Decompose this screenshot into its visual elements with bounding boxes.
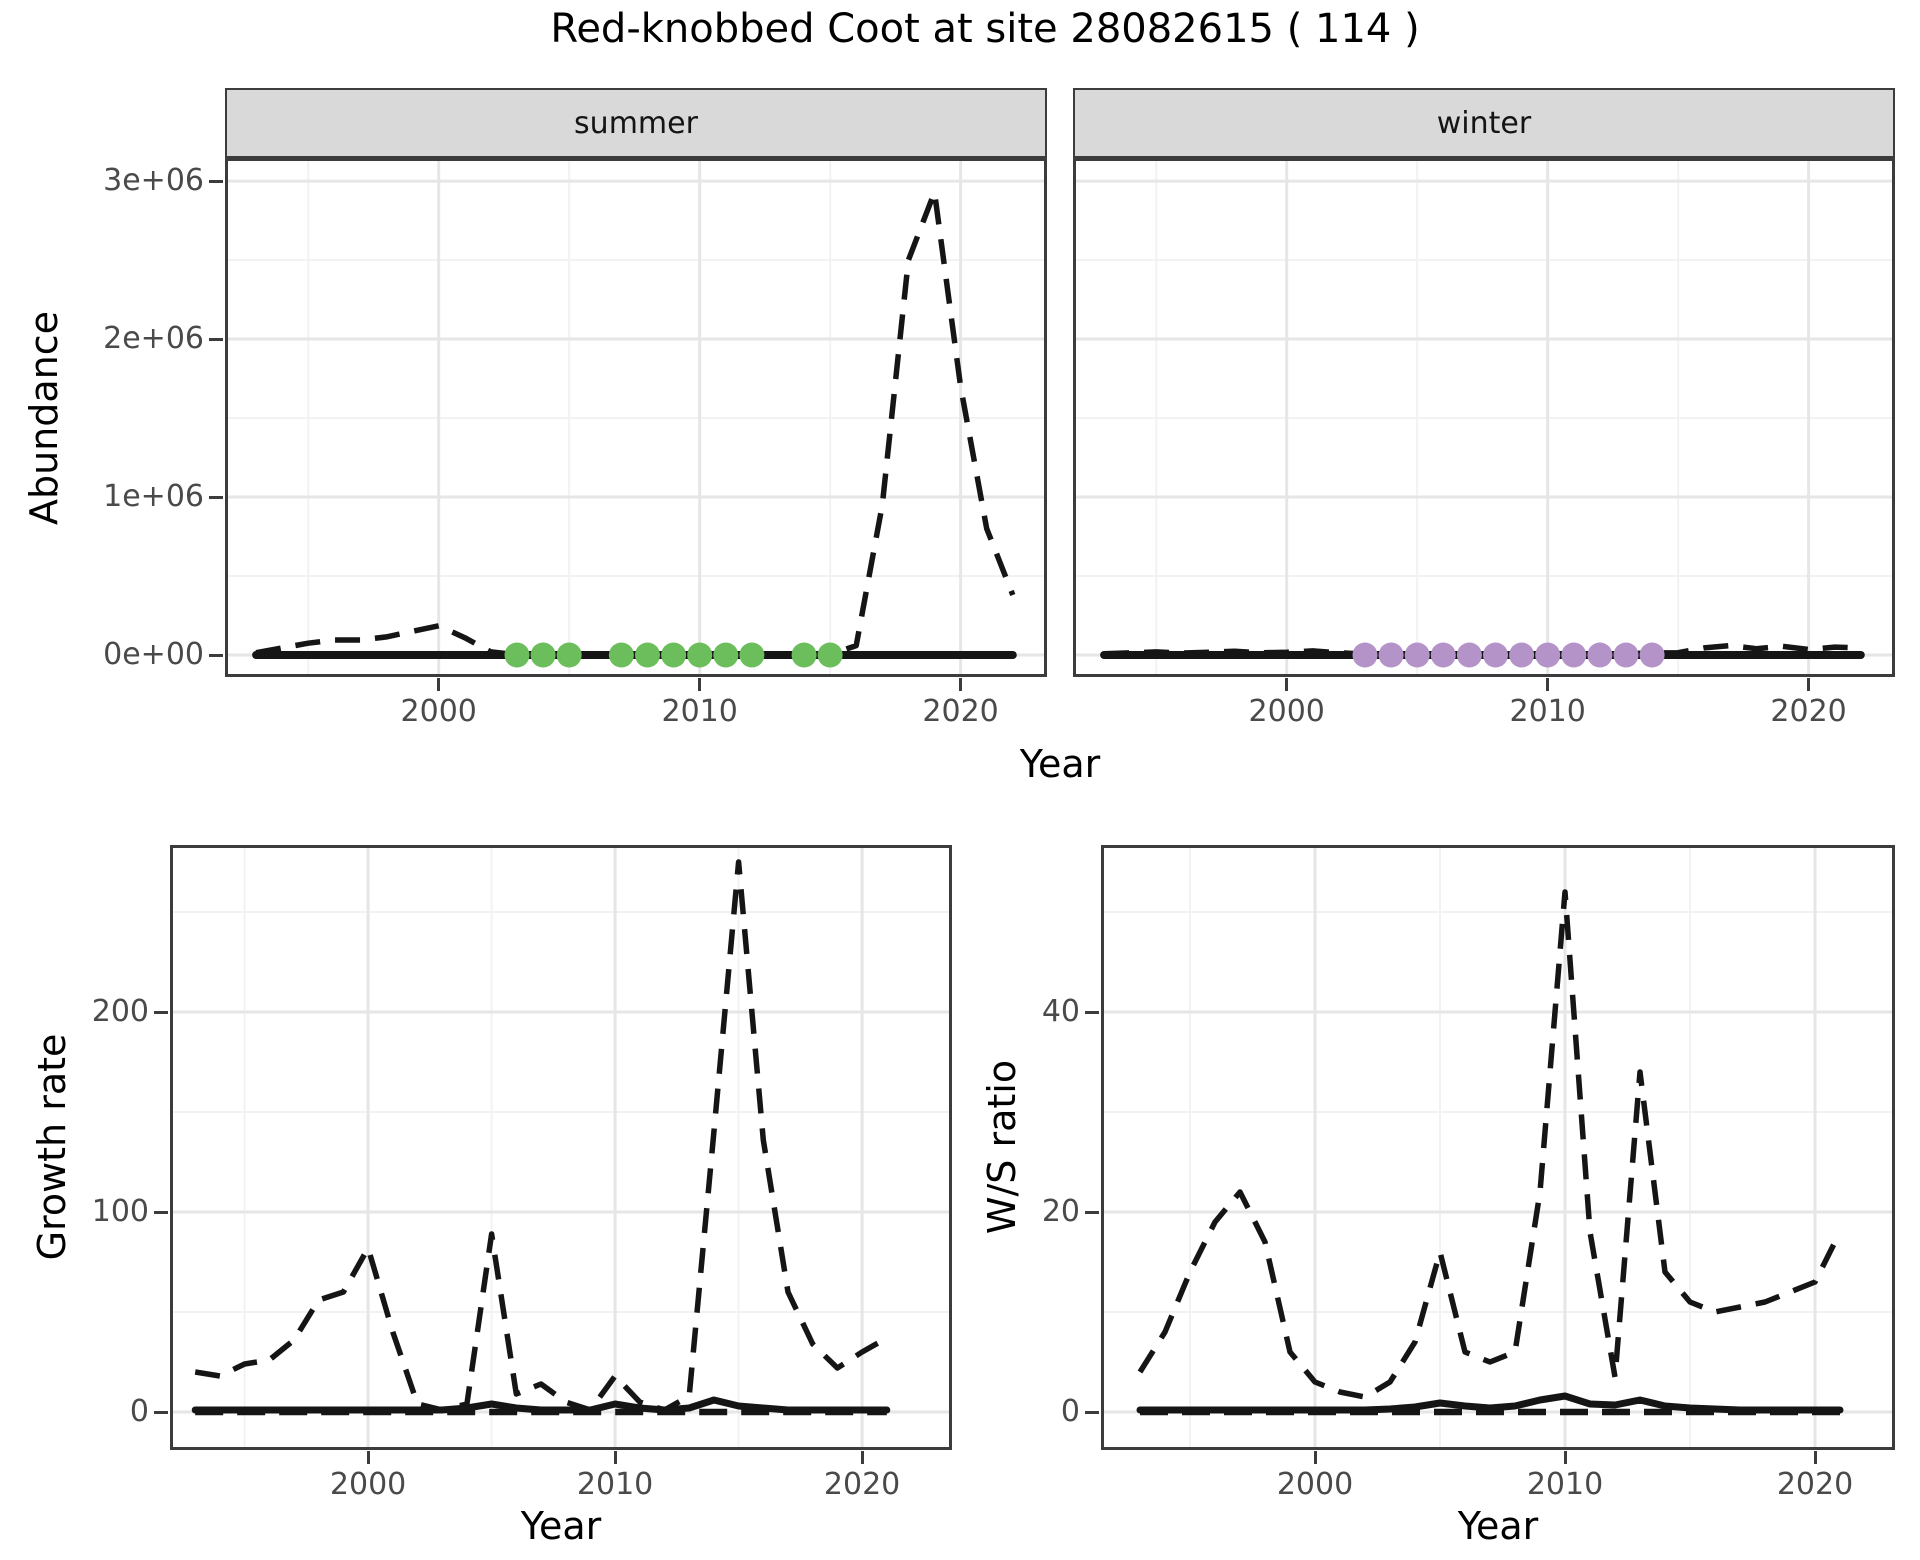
x-axis-title-year-top: Year	[1019, 742, 1101, 786]
x-tick-mark	[1313, 1451, 1317, 1464]
x-tick-mark	[1813, 1451, 1817, 1464]
x-tick-label: 2000	[400, 694, 477, 729]
y-tick-mark	[1085, 1210, 1099, 1214]
facet-strip-winter: winter	[1073, 88, 1895, 158]
x-axis-title-year-growth: Year	[520, 1504, 602, 1548]
y-tick-label: 0e+00	[103, 637, 204, 673]
x-tick-mark	[366, 1451, 370, 1464]
y-tick-label: 1e+06	[103, 479, 204, 515]
y-tick-label: 20	[1041, 1194, 1080, 1229]
y-tick-mark	[1085, 1410, 1099, 1414]
x-tick-label: 2010	[661, 694, 738, 729]
plot-title: Red-knobbed Coot at site 28082615 ( 114 …	[550, 6, 1420, 52]
y-tick-label: 3e+06	[103, 163, 204, 199]
x-tick-mark	[1546, 678, 1550, 691]
facet-strip-summer: summer	[225, 88, 1047, 158]
x-tick-label: 2000	[1276, 1467, 1354, 1502]
x-tick-label: 2020	[1776, 1467, 1854, 1502]
x-tick-mark	[959, 678, 963, 691]
x-tick-label: 2000	[1248, 694, 1325, 729]
y-tick-label: 100	[91, 1194, 149, 1229]
x-tick-label: 2020	[922, 694, 999, 729]
y-tick-mark	[209, 653, 223, 657]
x-tick-mark	[860, 1451, 864, 1464]
x-tick-label: 2000	[329, 1467, 407, 1502]
y-tick-mark	[1085, 1010, 1099, 1014]
facet-strip-winter-label: winter	[1436, 105, 1532, 141]
x-tick-mark	[437, 678, 441, 691]
x-tick-mark	[1285, 678, 1289, 691]
facet-strip-summer-label: summer	[574, 105, 698, 141]
y-tick-mark	[154, 1210, 168, 1214]
x-tick-label: 2020	[823, 1467, 901, 1502]
y-tick-mark	[209, 337, 223, 341]
x-tick-label: 2020	[1770, 694, 1847, 729]
panel-abundance-winter	[1073, 158, 1895, 677]
x-tick-label: 2010	[576, 1467, 654, 1502]
x-tick-mark	[698, 678, 702, 691]
y-tick-label: 200	[91, 994, 149, 1029]
x-tick-mark	[613, 1451, 617, 1464]
x-tick-label: 2010	[1509, 694, 1586, 729]
panel-growth-rate	[170, 845, 952, 1450]
y-tick-label: 2e+06	[103, 321, 204, 357]
y-tick-label: 0	[129, 1394, 149, 1429]
x-tick-mark	[1563, 1451, 1567, 1464]
y-tick-mark	[209, 179, 223, 183]
panel-ws-ratio	[1101, 845, 1895, 1450]
x-tick-label: 2010	[1526, 1467, 1604, 1502]
y-tick-mark	[209, 495, 223, 499]
y-tick-label: 0	[1060, 1394, 1080, 1429]
y-tick-mark	[154, 1010, 168, 1014]
y-tick-label: 40	[1041, 994, 1080, 1029]
x-tick-mark	[1807, 678, 1811, 691]
panel-abundance-summer	[225, 158, 1047, 677]
y-tick-mark	[154, 1410, 168, 1414]
x-axis-title-year-ws: Year	[1457, 1504, 1539, 1548]
